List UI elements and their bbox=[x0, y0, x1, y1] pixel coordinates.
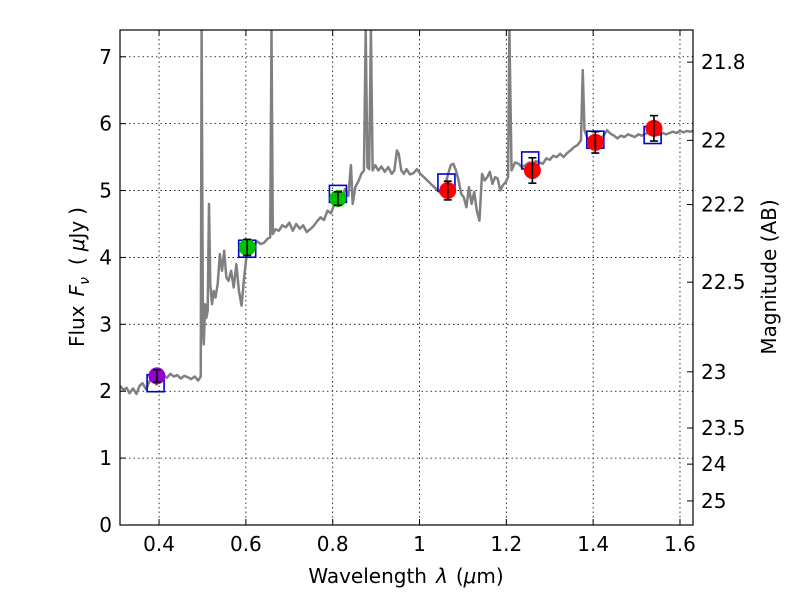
y-axis-label-text: Flux bbox=[65, 305, 89, 347]
x-tick-label: 0.6 bbox=[230, 532, 262, 556]
magnitude-tick-label: 22 bbox=[701, 128, 726, 152]
y-axis-label: Flux Fν ( μJy) bbox=[65, 207, 93, 347]
model-spectrum bbox=[120, 30, 693, 396]
grid bbox=[120, 30, 693, 526]
y-axis-label-unit-mu: μ bbox=[65, 239, 89, 253]
x-tick-label: 1.6 bbox=[664, 532, 696, 556]
y-tick-label: 4 bbox=[99, 245, 112, 269]
y-tick-label: 1 bbox=[99, 446, 112, 470]
observed-point bbox=[329, 190, 347, 208]
y-tick-label: 5 bbox=[99, 179, 112, 203]
magnitude-axis-ticks: 21.8 22 22.2 22.5 23 23.5 24 25 bbox=[687, 50, 746, 513]
x-axis-label-symbol: λ bbox=[435, 564, 448, 588]
x-tick-label: 0.4 bbox=[143, 532, 175, 556]
y-tick-label: 3 bbox=[99, 312, 112, 336]
observed-point bbox=[148, 367, 166, 385]
x-tick-label: 1.4 bbox=[577, 532, 609, 556]
y-axis-label-symbol: F bbox=[65, 284, 89, 296]
y-tick-label: 2 bbox=[99, 379, 112, 403]
x-tick-label: 1.2 bbox=[490, 532, 522, 556]
magnitude-tick-label: 21.8 bbox=[701, 50, 746, 74]
magnitude-tick-label: 23.5 bbox=[701, 416, 746, 440]
x-axis-label-unit-open: ( bbox=[456, 564, 464, 588]
y-axis-label-unit-open: ( bbox=[65, 257, 89, 265]
y-tick-label: 7 bbox=[99, 45, 112, 69]
magnitude-tick-label: 22.2 bbox=[701, 193, 746, 217]
y-axis-ticks: 0 1 2 3 4 5 6 7 bbox=[99, 45, 126, 537]
observed-point bbox=[523, 156, 541, 184]
x-axis-label: Wavelength λ (μm) bbox=[308, 564, 503, 588]
y-axis-label-unit-rest: Jy bbox=[65, 221, 89, 241]
y-tick-label: 6 bbox=[99, 112, 112, 136]
observed-photometry bbox=[148, 114, 663, 385]
x-axis-label-text: Wavelength bbox=[308, 564, 427, 588]
x-axis-label-unit-rest: m) bbox=[476, 564, 503, 588]
observed-point bbox=[645, 114, 663, 142]
magnitude-tick-label: 22.5 bbox=[701, 270, 746, 294]
x-axis-ticks: 0.4 0.6 0.8 1 1.2 1.4 1.6 bbox=[143, 30, 696, 556]
observed-point bbox=[238, 238, 256, 257]
observed-point bbox=[439, 180, 457, 201]
x-tick-label: 0.8 bbox=[317, 532, 349, 556]
x-axis-label-unit-mu: μ bbox=[463, 564, 477, 588]
magnitude-tick-label: 25 bbox=[701, 489, 726, 513]
y-tick-label: 0 bbox=[99, 513, 112, 537]
x-tick-label: 1 bbox=[413, 532, 426, 556]
magnitude-tick-label: 23 bbox=[701, 360, 726, 384]
spectrum-line bbox=[120, 30, 693, 396]
observed-point bbox=[586, 130, 604, 154]
plot-frame bbox=[119, 29, 694, 526]
right-axis-label: Magnitude (AB) bbox=[757, 199, 781, 354]
magnitude-tick-label: 24 bbox=[701, 452, 726, 476]
y-axis-label-symbol-sub: ν bbox=[77, 277, 93, 285]
y-axis-label-unit-close: ) bbox=[65, 207, 89, 215]
